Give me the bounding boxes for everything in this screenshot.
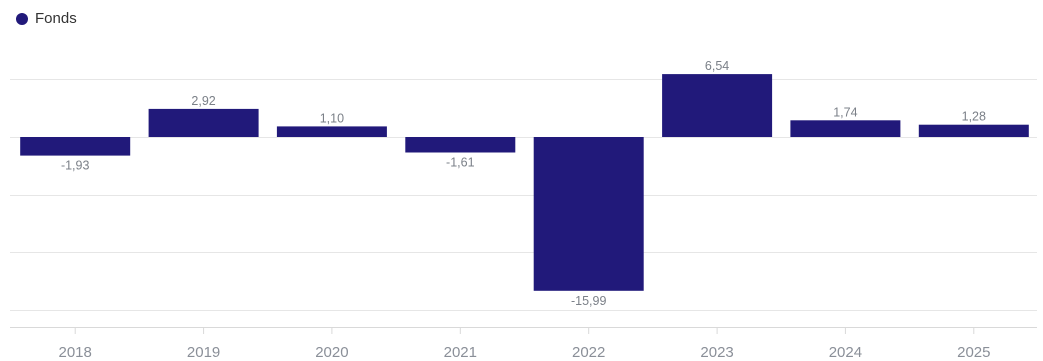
data-label-2021: -1,61 [446, 156, 475, 170]
legend: Fonds [16, 10, 77, 27]
bar-2025 [918, 124, 1029, 137]
x-tick-label-2024: 2024 [829, 344, 862, 361]
data-label-2019: 2,92 [191, 94, 215, 108]
legend-marker [16, 12, 28, 25]
x-tick-label-2025: 2025 [957, 344, 990, 361]
data-label-2024: 1,74 [833, 105, 857, 119]
x-tick-label-2020: 2020 [315, 344, 348, 361]
bar-2019 [148, 108, 259, 137]
x-tick-label-2018: 2018 [59, 344, 92, 361]
bar-2021 [405, 137, 516, 153]
data-label-2018: -1,93 [61, 159, 90, 173]
x-tick-label-2019: 2019 [187, 344, 220, 361]
bar-2024 [790, 120, 901, 137]
x-tick-label-2023: 2023 [700, 344, 733, 361]
bar-2022 [533, 137, 644, 291]
x-tick-label-2021: 2021 [444, 344, 477, 361]
bar-2018 [20, 137, 131, 156]
data-label-2025: 1,28 [962, 110, 986, 124]
x-tick-label-2022: 2022 [572, 344, 605, 361]
data-label-2020: 1,10 [320, 111, 344, 125]
legend-label[interactable]: Fonds [35, 10, 77, 27]
data-label-2023: 6,54 [705, 59, 729, 73]
bar-2023 [662, 74, 773, 137]
bar-2020 [276, 126, 387, 137]
data-label-2022: -15,99 [571, 294, 606, 308]
